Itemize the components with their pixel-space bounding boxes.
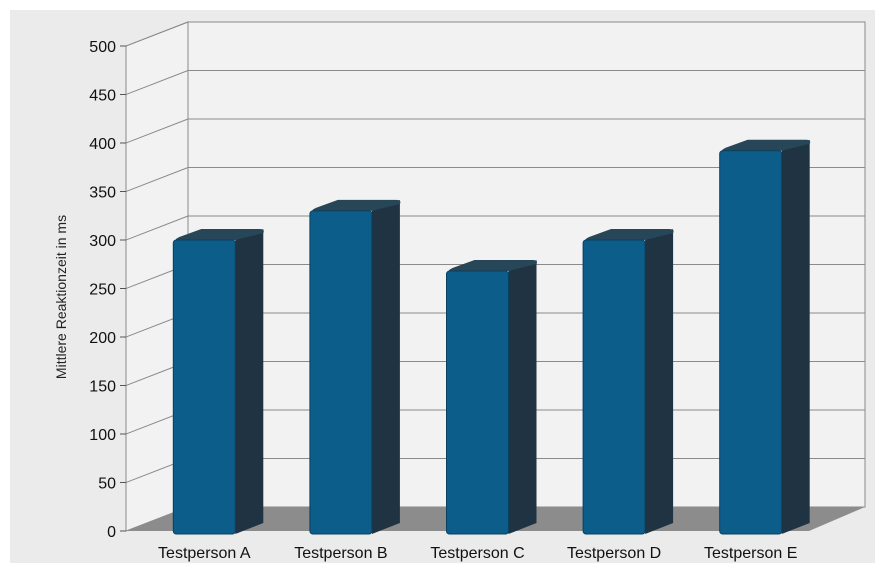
y-tick-label: 250 (89, 282, 116, 299)
bar-front (719, 150, 783, 535)
y-tick-label: 0 (107, 524, 116, 541)
bar-side (508, 260, 537, 534)
bar-front (446, 270, 509, 535)
bar-top (175, 229, 264, 240)
x-tick-label: Testperson B (294, 545, 387, 562)
y-tick-label: 450 (89, 88, 116, 105)
bar (719, 139, 811, 535)
y-tick-label: 350 (89, 185, 116, 202)
gridline-side (125, 215, 189, 241)
bar-top (722, 139, 811, 151)
y-tick-label: 200 (89, 330, 116, 347)
x-tick-label: Testperson E (704, 545, 797, 562)
y-axis-title: Mittlere Reaktionzeit in ms (53, 215, 69, 379)
chart-area: 0 50 100 150 200 250 300 350 400 450 500 Testperso… (10, 10, 875, 563)
y-axis-ticks: 0 50 100 150 200 250 300 350 400 450 500 (89, 39, 126, 541)
gridline-side (125, 70, 189, 95)
gridline-side (125, 167, 189, 192)
bar-top (585, 229, 674, 240)
bar-top (448, 260, 537, 272)
bar-side (781, 139, 810, 534)
bar-side (235, 229, 264, 534)
bar-front (172, 239, 236, 535)
bar-side (371, 199, 400, 534)
bar-top (312, 199, 401, 211)
bar-side (645, 229, 674, 534)
x-tick-label: Testperson C (430, 545, 524, 562)
bars (172, 139, 811, 535)
x-tick-label: Testperson D (567, 545, 661, 562)
gridline-side (125, 118, 189, 144)
y-tick-label: 500 (89, 39, 116, 56)
y-tick-label: 150 (89, 379, 116, 396)
bar (446, 260, 537, 535)
y-tick-label: 400 (89, 136, 116, 153)
bar-front (582, 239, 646, 535)
x-axis-labels: Testperson A Testperson B Testperson C Test… (158, 545, 797, 562)
gridline-side (125, 21, 189, 47)
y-tick-label: 300 (89, 233, 116, 250)
bar (172, 229, 264, 535)
y-tick-label: 100 (89, 427, 116, 444)
bar (309, 199, 401, 535)
bar-chart: 0 50 100 150 200 250 300 350 400 450 500 Testperso… (53, 21, 866, 562)
y-tick-label: 50 (98, 476, 116, 493)
bar (582, 229, 674, 535)
bar-front (309, 210, 373, 535)
x-tick-label: Testperson A (158, 545, 251, 562)
